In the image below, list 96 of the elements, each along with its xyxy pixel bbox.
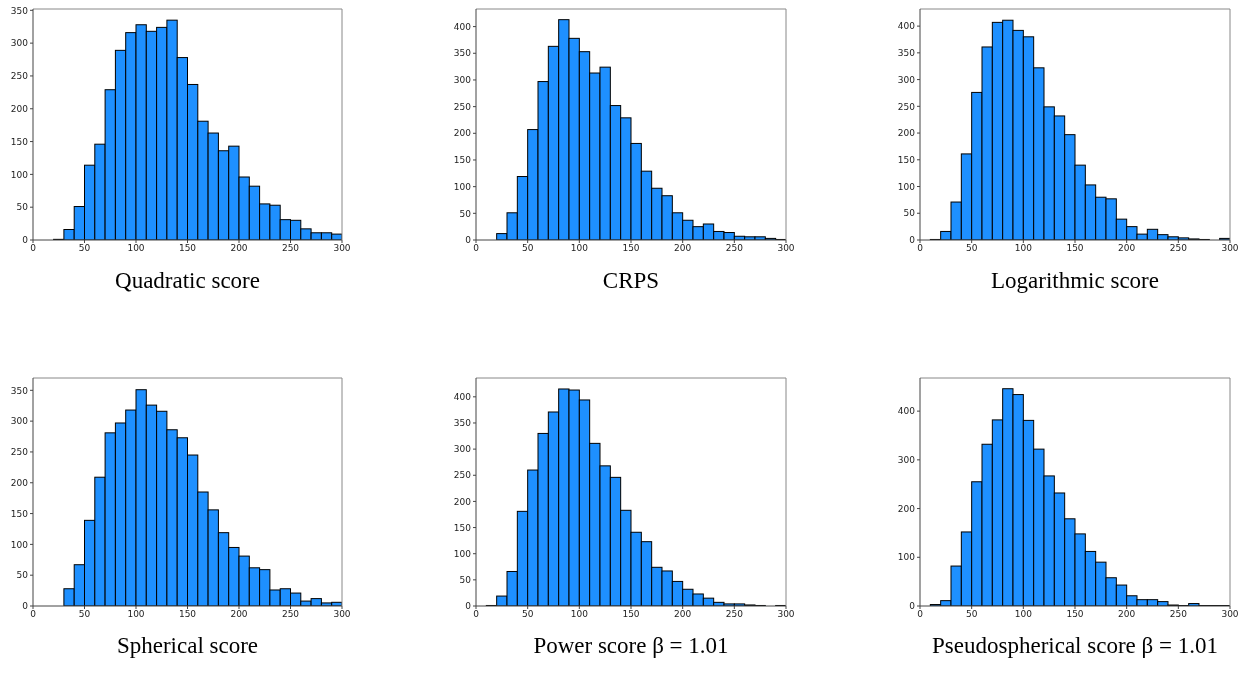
y-tick-label: 0 bbox=[909, 601, 916, 612]
x-tick-label: 200 bbox=[674, 609, 692, 620]
x-tick-label: 50 bbox=[965, 609, 978, 620]
y-tick-label: 400 bbox=[897, 21, 916, 32]
y-tick-label: 100 bbox=[897, 181, 916, 192]
x-tick-label: 300 bbox=[333, 609, 351, 620]
text: Power score β = 1.01 bbox=[532, 633, 730, 659]
y-tick-label: 200 bbox=[897, 128, 916, 139]
y-tick-label: 0 bbox=[22, 601, 29, 612]
x-tick-label: 50 bbox=[521, 609, 534, 620]
text: Pseudospherical score β = 1.01 bbox=[931, 633, 1219, 659]
y-tick-label: 350 bbox=[10, 5, 29, 16]
x-tick-label: 50 bbox=[78, 609, 91, 620]
text: Spherical score bbox=[115, 633, 260, 659]
y-tick-label: 100 bbox=[897, 552, 916, 563]
y-tick-label: 100 bbox=[453, 548, 472, 559]
x-tick-label: 300 bbox=[777, 243, 795, 254]
y-tick-label: 0 bbox=[465, 235, 472, 246]
x-tick-label: 300 bbox=[333, 243, 351, 254]
y-tick-label: 400 bbox=[897, 406, 916, 417]
y-tick-label: 200 bbox=[10, 103, 29, 114]
x-tick-label: 0 bbox=[473, 609, 480, 620]
x-tick-label: 50 bbox=[521, 243, 534, 254]
y-tick-label: 50 bbox=[16, 202, 29, 213]
y-tick-label: 0 bbox=[22, 235, 29, 246]
y-tick-label: 250 bbox=[10, 71, 29, 82]
y-tick-label: 300 bbox=[897, 74, 916, 85]
y-tick-label: 200 bbox=[453, 128, 472, 139]
y-tick-label: 250 bbox=[453, 101, 472, 112]
y-tick-label: 150 bbox=[10, 136, 29, 147]
x-tick-label: 250 bbox=[281, 243, 300, 254]
x-tick-label: 200 bbox=[230, 243, 248, 254]
x-tick-label: 300 bbox=[1221, 609, 1239, 620]
y-tick-label: 150 bbox=[453, 522, 472, 533]
x-tick-label: 100 bbox=[127, 243, 145, 254]
x-tick-label: 0 bbox=[917, 243, 924, 254]
y-tick-label: 300 bbox=[897, 455, 916, 466]
x-tick-label: 150 bbox=[1066, 609, 1084, 620]
x-tick-label: 300 bbox=[777, 609, 795, 620]
y-tick-label: 400 bbox=[453, 21, 472, 32]
text: Quadratic score bbox=[114, 268, 261, 294]
y-tick-label: 300 bbox=[453, 444, 472, 455]
y-tick-label: 350 bbox=[10, 385, 29, 396]
y-tick-label: 250 bbox=[10, 447, 29, 458]
x-tick-label: 150 bbox=[622, 609, 640, 620]
y-tick-label: 150 bbox=[10, 508, 29, 519]
x-tick-label: 200 bbox=[674, 243, 692, 254]
x-tick-label: 200 bbox=[1118, 243, 1136, 254]
y-tick-label: 350 bbox=[453, 48, 472, 59]
y-tick-label: 100 bbox=[10, 169, 29, 180]
x-tick-label: 200 bbox=[230, 609, 248, 620]
y-tick-label: 350 bbox=[453, 418, 472, 429]
y-tick-label: 250 bbox=[897, 101, 916, 112]
y-tick-label: 50 bbox=[459, 208, 472, 219]
x-tick-label: 250 bbox=[1169, 243, 1188, 254]
y-tick-label: 0 bbox=[909, 235, 916, 246]
y-tick-label: 50 bbox=[16, 570, 29, 581]
x-tick-label: 100 bbox=[127, 609, 145, 620]
x-tick-label: 100 bbox=[570, 609, 589, 620]
x-tick-label: 250 bbox=[1169, 609, 1188, 620]
x-tick-label: 0 bbox=[917, 609, 924, 620]
x-tick-label: 150 bbox=[178, 609, 197, 620]
y-tick-label: 0 bbox=[465, 601, 472, 612]
y-tick-label: 50 bbox=[459, 575, 472, 586]
x-tick-label: 250 bbox=[281, 609, 300, 620]
y-tick-label: 50 bbox=[903, 208, 916, 219]
text: CRPS bbox=[601, 268, 661, 294]
y-tick-label: 300 bbox=[10, 416, 29, 427]
x-tick-label: 100 bbox=[570, 243, 589, 254]
y-tick-label: 400 bbox=[453, 392, 472, 403]
y-tick-label: 150 bbox=[453, 155, 472, 166]
x-tick-label: 150 bbox=[178, 243, 197, 254]
y-tick-label: 100 bbox=[453, 181, 472, 192]
x-tick-label: 0 bbox=[473, 243, 480, 254]
x-tick-label: 100 bbox=[1014, 243, 1033, 254]
x-tick-label: 0 bbox=[30, 243, 37, 254]
y-tick-label: 200 bbox=[897, 503, 916, 514]
x-tick-label: 150 bbox=[622, 243, 640, 254]
x-tick-label: 300 bbox=[1221, 243, 1239, 254]
y-tick-label: 300 bbox=[453, 75, 472, 86]
x-tick-label: 250 bbox=[725, 243, 744, 254]
y-tick-label: 300 bbox=[10, 38, 29, 49]
x-tick-label: 50 bbox=[965, 243, 978, 254]
y-tick-label: 250 bbox=[453, 470, 472, 481]
x-tick-label: 200 bbox=[1118, 609, 1136, 620]
x-tick-label: 0 bbox=[30, 609, 37, 620]
y-tick-label: 200 bbox=[10, 477, 29, 488]
x-tick-label: 100 bbox=[1014, 609, 1033, 620]
text: Logarithmic score bbox=[990, 268, 1160, 294]
y-tick-label: 100 bbox=[10, 539, 29, 550]
x-tick-label: 250 bbox=[725, 609, 744, 620]
y-tick-label: 350 bbox=[897, 48, 916, 59]
x-tick-label: 50 bbox=[78, 243, 91, 254]
x-tick-label: 150 bbox=[1066, 243, 1084, 254]
y-tick-label: 150 bbox=[897, 154, 916, 165]
y-tick-label: 200 bbox=[453, 496, 472, 507]
